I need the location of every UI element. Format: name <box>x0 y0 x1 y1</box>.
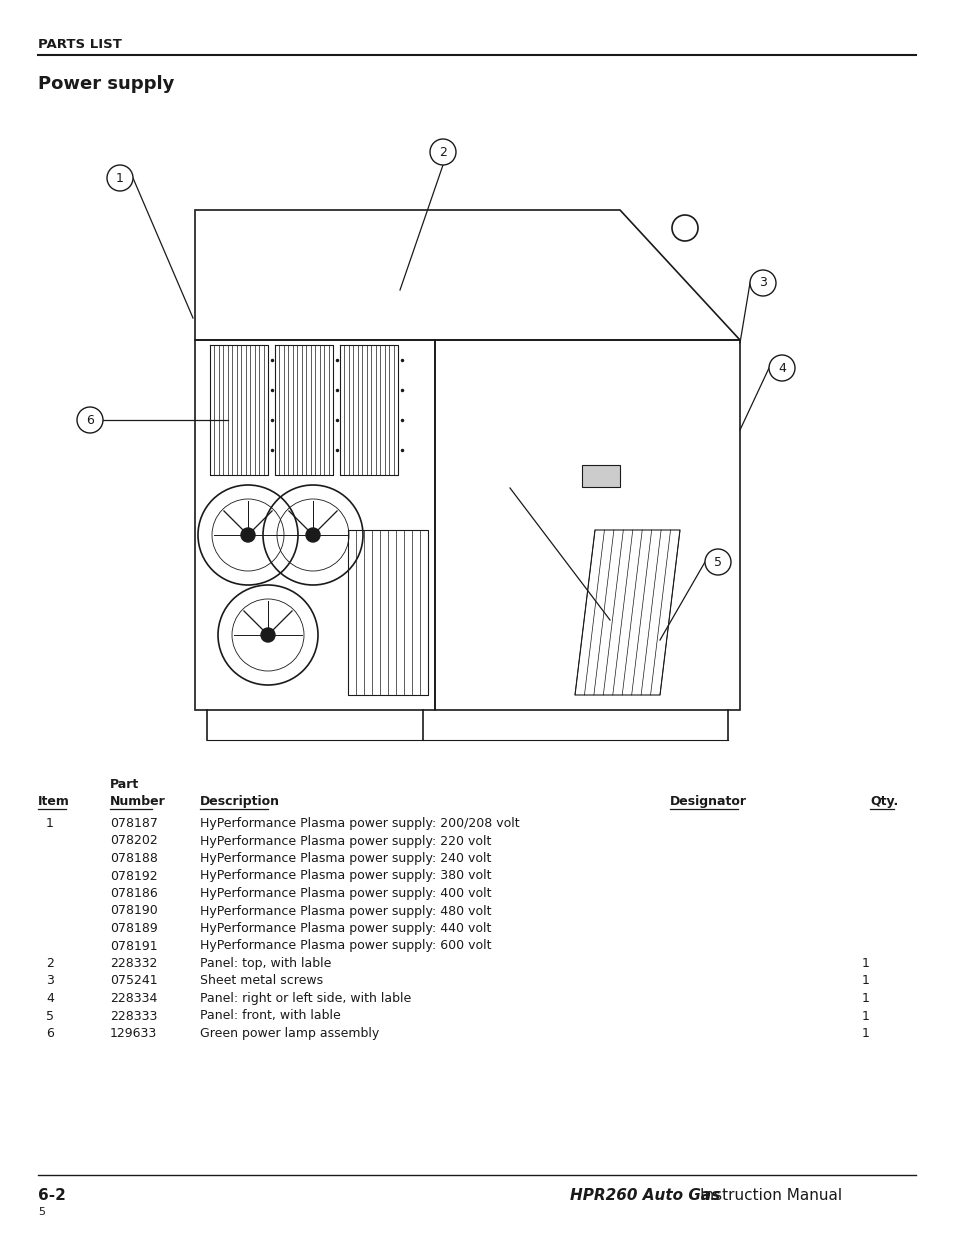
Text: 4: 4 <box>778 362 785 374</box>
Text: 1: 1 <box>46 818 54 830</box>
Circle shape <box>261 629 274 642</box>
Text: HPR260 Auto Gas: HPR260 Auto Gas <box>569 1188 720 1203</box>
Text: 078202: 078202 <box>110 835 157 847</box>
Circle shape <box>306 529 319 542</box>
Text: Sheet metal screws: Sheet metal screws <box>200 974 323 988</box>
Text: Qty.: Qty. <box>869 795 898 808</box>
Circle shape <box>241 529 254 542</box>
Text: 078192: 078192 <box>110 869 157 883</box>
Text: 228334: 228334 <box>110 992 157 1005</box>
Text: 1: 1 <box>862 1009 869 1023</box>
Text: 5: 5 <box>713 556 721 568</box>
Text: 1: 1 <box>862 957 869 969</box>
Text: Number: Number <box>110 795 166 808</box>
Circle shape <box>430 140 456 165</box>
Text: 2: 2 <box>46 957 54 969</box>
Text: 078190: 078190 <box>110 904 157 918</box>
Circle shape <box>704 550 730 576</box>
Text: 1: 1 <box>862 974 869 988</box>
Text: Designator: Designator <box>669 795 746 808</box>
Text: 4: 4 <box>46 992 54 1005</box>
Text: Description: Description <box>200 795 280 808</box>
Text: 3: 3 <box>46 974 54 988</box>
Text: HyPerformance Plasma power supply: 380 volt: HyPerformance Plasma power supply: 380 v… <box>200 869 491 883</box>
Text: 129633: 129633 <box>110 1028 157 1040</box>
Text: PARTS LIST: PARTS LIST <box>38 38 122 51</box>
Text: HyPerformance Plasma power supply: 240 volt: HyPerformance Plasma power supply: 240 v… <box>200 852 491 864</box>
Text: 078187: 078187 <box>110 818 157 830</box>
Text: 5: 5 <box>38 1207 45 1216</box>
Text: Item: Item <box>38 795 70 808</box>
Text: 1: 1 <box>116 172 124 184</box>
Text: 078189: 078189 <box>110 923 157 935</box>
Bar <box>581 466 619 487</box>
Text: Power supply: Power supply <box>38 75 174 93</box>
Text: 6: 6 <box>46 1028 54 1040</box>
Text: Panel: right or left side, with lable: Panel: right or left side, with lable <box>200 992 411 1005</box>
Text: Part: Part <box>110 778 139 790</box>
Text: 078188: 078188 <box>110 852 157 864</box>
Text: 3: 3 <box>759 277 766 289</box>
Text: 5: 5 <box>46 1009 54 1023</box>
Text: 1: 1 <box>862 992 869 1005</box>
Circle shape <box>768 354 794 382</box>
Text: Instruction Manual: Instruction Manual <box>700 1188 841 1203</box>
Circle shape <box>77 408 103 433</box>
Text: HyPerformance Plasma power supply: 200/208 volt: HyPerformance Plasma power supply: 200/2… <box>200 818 519 830</box>
Text: 075241: 075241 <box>110 974 157 988</box>
Text: Green power lamp assembly: Green power lamp assembly <box>200 1028 379 1040</box>
Text: 228332: 228332 <box>110 957 157 969</box>
Text: HyPerformance Plasma power supply: 220 volt: HyPerformance Plasma power supply: 220 v… <box>200 835 491 847</box>
Circle shape <box>749 270 775 296</box>
Text: Panel: top, with lable: Panel: top, with lable <box>200 957 331 969</box>
Text: HyPerformance Plasma power supply: 480 volt: HyPerformance Plasma power supply: 480 v… <box>200 904 491 918</box>
Text: HyPerformance Plasma power supply: 440 volt: HyPerformance Plasma power supply: 440 v… <box>200 923 491 935</box>
Text: 6-2: 6-2 <box>38 1188 66 1203</box>
Text: Panel: front, with lable: Panel: front, with lable <box>200 1009 340 1023</box>
Text: 1: 1 <box>862 1028 869 1040</box>
Circle shape <box>107 165 132 191</box>
Text: 078186: 078186 <box>110 887 157 900</box>
Text: 228333: 228333 <box>110 1009 157 1023</box>
Text: 078191: 078191 <box>110 940 157 952</box>
Text: 2: 2 <box>438 146 446 158</box>
Text: HyPerformance Plasma power supply: 400 volt: HyPerformance Plasma power supply: 400 v… <box>200 887 491 900</box>
Text: HyPerformance Plasma power supply: 600 volt: HyPerformance Plasma power supply: 600 v… <box>200 940 491 952</box>
Text: 6: 6 <box>86 414 93 426</box>
